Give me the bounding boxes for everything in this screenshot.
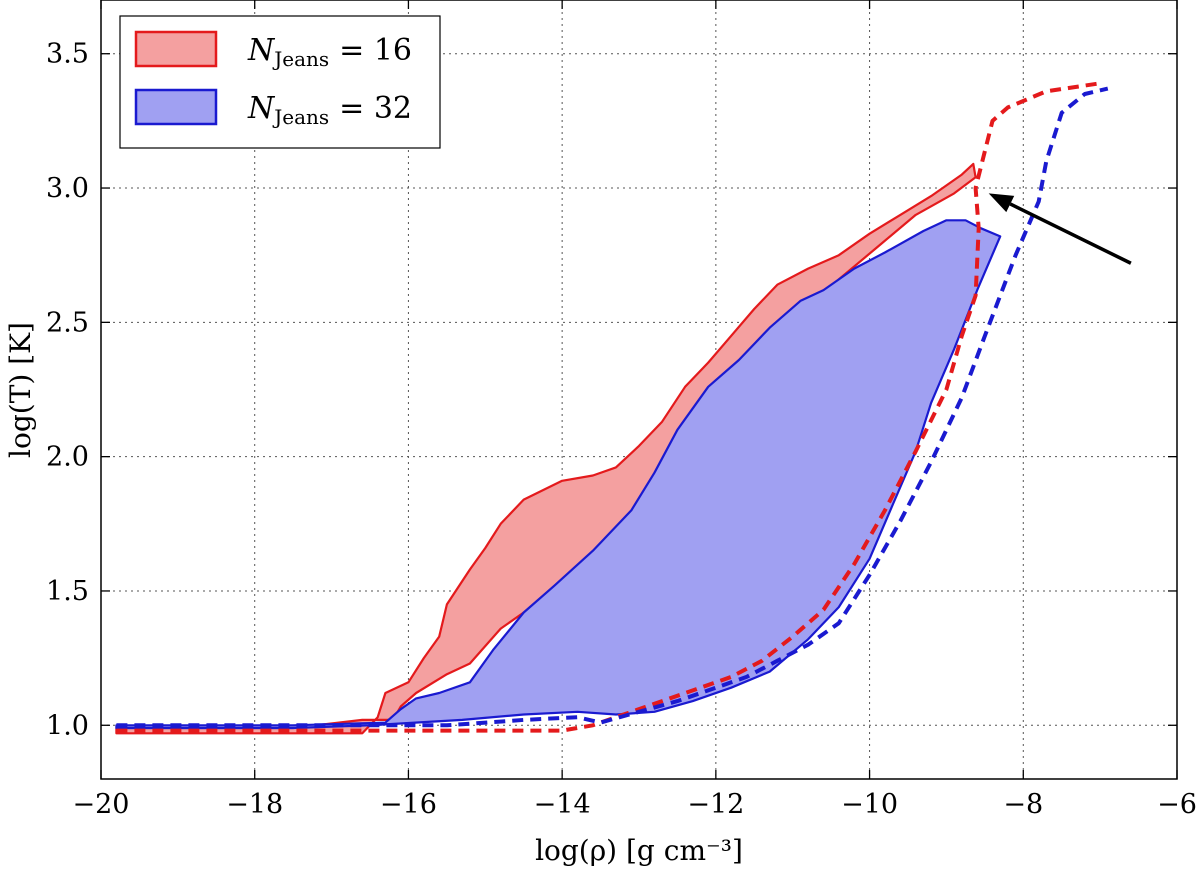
legend-symbol-16: N [247,33,276,68]
y-tick-label: 3.0 [46,173,89,204]
legend-symbol-32: N [247,91,276,126]
y-tick-label: 1.0 [46,710,89,741]
region-series-0 [115,162,977,735]
x-tick-label: −18 [226,789,283,820]
y-axis-label: log(T) [K] [4,322,37,458]
y-tick-label: 2.0 [46,442,89,473]
dashed-line-series-0 [116,81,1101,733]
svg-text:NJeans= 16: NJeans = 16 [247,33,412,71]
x-tick-label: −6 [1157,789,1197,820]
svg-text:NJeans= 32: NJeans = 32 [247,91,412,129]
annotations [988,193,1132,265]
legend-swatch-16 [134,30,218,68]
legend-subscript-16: Jeans [272,47,329,71]
x-tick-label: −16 [380,789,437,820]
arrow-head [988,193,1015,213]
x-tick-label: −14 [534,789,591,820]
data-layer [115,81,1132,735]
regions [115,162,1002,735]
legend-value-32: = 32 [339,91,412,126]
legend-entry-32: NJeans = 32 [134,88,412,129]
legend-subscript-32: Jeans [272,105,329,129]
y-tick-label: 2.5 [46,307,89,338]
y-tick-label: 3.5 [46,39,89,70]
x-tick-label: −10 [841,789,898,820]
dashed-line-series-1 [116,86,1109,728]
y-tick-label: 1.5 [46,576,89,607]
arrow-shaft [1009,202,1132,265]
region-series-1 [115,219,1002,730]
dashed-lines [116,81,1109,733]
x-tick-label: −8 [1003,789,1043,820]
legend-value-16: = 16 [339,33,412,68]
legend-entry-16: NJeans = 16 [134,30,412,71]
x-axis-label: log(ρ) [g cm⁻³] [535,834,743,867]
plot-frame [100,0,1178,780]
x-tick-label: −20 [73,789,130,820]
x-axis: −20 −18 −16 −14 −12 −10 −8 −6 [73,0,1197,820]
x-tick-label: −12 [687,789,744,820]
legend-swatch-32 [134,88,218,126]
y-axis: 1.0 1.5 2.0 2.5 3.0 3.5 [46,39,1177,741]
legend: NJeans = 16 NJeans = 32 [119,15,441,149]
